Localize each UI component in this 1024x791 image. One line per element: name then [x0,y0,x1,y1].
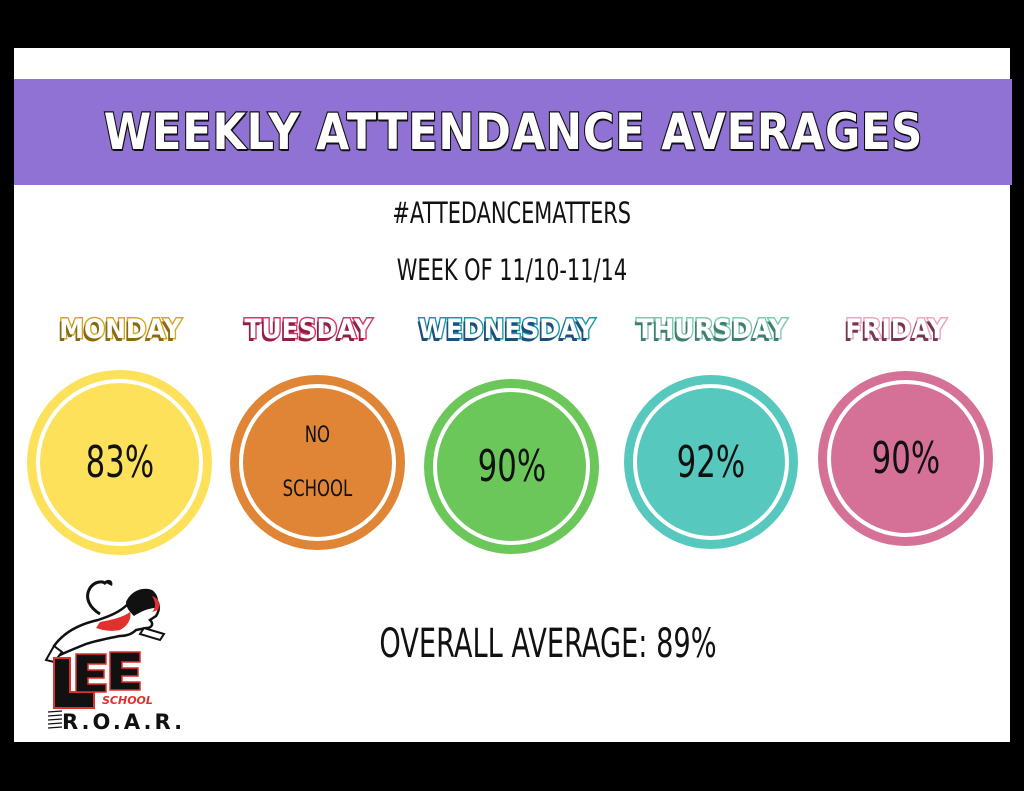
svg-text:SCHOOL: SCHOOL [102,694,153,707]
tuesday-no-school-note: NO SCHOOL [282,422,353,502]
monday-attendance-circle: 83% [27,370,212,555]
hashtag-line: #ATTEDANCEMATTERS [0,196,1024,230]
day-label-monday: MONDAY [58,312,183,346]
friday-percentage: 90% [871,433,940,484]
day-label-friday: FRIDAY [844,312,948,346]
friday-attendance-circle: 90% [818,371,993,546]
thursday-percentage: 92% [676,436,746,488]
week-range-text: WEEK OF 11/10-11/14 [396,253,628,287]
thursday-attendance-circle: 92% [624,375,798,549]
hashtag-text: #ATTEDANCEMATTERS [392,196,632,230]
overall-average: OVERALL AVERAGE: 89% [379,621,717,667]
tuesday-attendance-circle: NO SCHOOL [230,375,405,550]
page-title: WEEKLY ATTENDANCE AVERAGES [102,102,923,163]
day-label-thursday: THURSDAY [635,312,788,346]
monday-percentage: 83% [85,437,154,488]
week-line: WEEK OF 11/10-11/14 [0,253,1024,287]
day-label-wednesday: WEDNESDAY [418,312,597,346]
lion-logo-icon: SCHOOL R.O.A.R. [44,579,182,734]
wednesday-attendance-circle: 90% [424,379,599,554]
title-banner: WEEKLY ATTENDANCE AVERAGES [14,79,1012,185]
svg-text:R.O.A.R.: R.O.A.R. [62,710,180,734]
wednesday-percentage: 90% [477,441,546,492]
day-label-tuesday: TUESDAY [243,312,373,346]
lee-school-roar-logo: SCHOOL R.O.A.R. [40,572,182,734]
